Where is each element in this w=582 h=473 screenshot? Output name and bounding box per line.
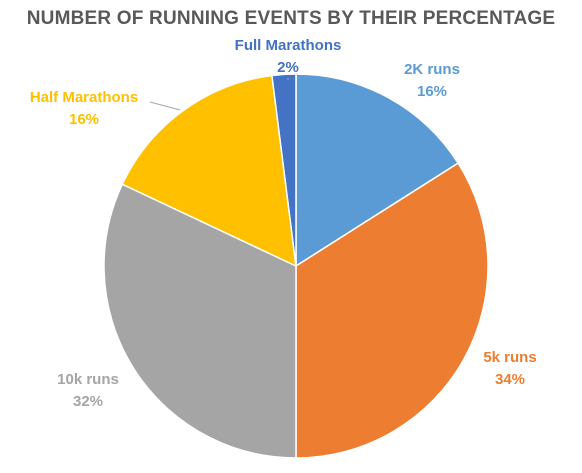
- pie-slice-10k-runs: [103, 183, 297, 459]
- slice-label-full-marathons: Full Marathons: [235, 37, 342, 54]
- slice-value-full-marathons: 2%: [277, 59, 299, 76]
- slice-value-5k-runs: 34%: [495, 371, 525, 388]
- slice-value-2k-runs: 16%: [417, 83, 447, 100]
- slice-label-2k-runs: 2K runs: [404, 61, 460, 78]
- chart-title: NUMBER OF RUNNING EVENTS BY THEIR PERCEN…: [26, 8, 556, 29]
- leader-line: [149, 101, 181, 111]
- slice-value-half-marathons: 16%: [69, 111, 99, 128]
- pie-slice-half-marathons: [121, 74, 297, 268]
- slice-label-half-marathons: Half Marathons: [30, 89, 138, 106]
- pie-slice-full-marathons: [271, 73, 297, 267]
- pie-slice-5k-runs: [295, 162, 489, 459]
- slice-label-5k-runs: 5k runs: [483, 349, 536, 366]
- slice-value-10k-runs: 32%: [73, 393, 103, 410]
- slice-label-10k-runs: 10k runs: [57, 371, 119, 388]
- pie-slice-2k-runs: [295, 73, 460, 268]
